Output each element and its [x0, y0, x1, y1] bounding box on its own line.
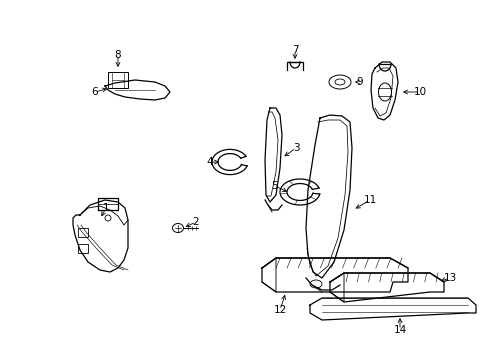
Text: 7: 7 [291, 45, 298, 55]
Text: 13: 13 [443, 273, 456, 283]
Text: 2: 2 [192, 217, 199, 227]
FancyBboxPatch shape [108, 72, 128, 88]
Text: 5: 5 [271, 181, 278, 191]
FancyBboxPatch shape [78, 228, 88, 237]
Text: 6: 6 [92, 87, 98, 97]
Text: 11: 11 [363, 195, 376, 205]
Text: 8: 8 [115, 50, 121, 60]
Text: 4: 4 [206, 157, 213, 167]
Text: 1: 1 [102, 203, 109, 213]
Text: 3: 3 [292, 143, 299, 153]
Text: 14: 14 [392, 325, 406, 335]
FancyBboxPatch shape [78, 244, 88, 253]
Text: 10: 10 [412, 87, 426, 97]
Text: 9: 9 [356, 77, 363, 87]
Text: 12: 12 [273, 305, 286, 315]
